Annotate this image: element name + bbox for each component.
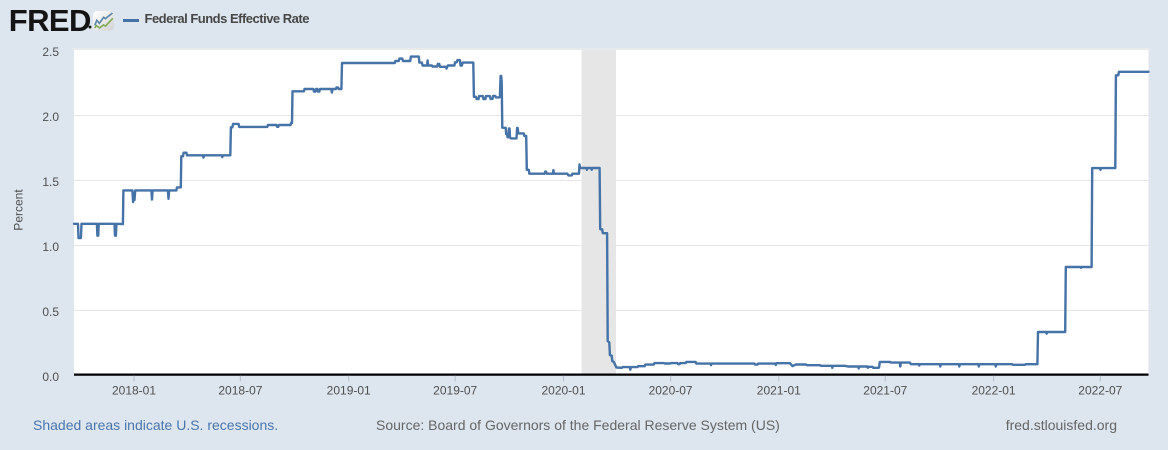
svg-text:2020-07: 2020-07 [649, 384, 693, 398]
svg-text:2019-07: 2019-07 [433, 384, 477, 398]
svg-text:2019-01: 2019-01 [327, 384, 371, 398]
svg-text:2020-01: 2020-01 [541, 384, 585, 398]
svg-text:2021-07: 2021-07 [863, 384, 907, 398]
svg-text:2018-07: 2018-07 [218, 384, 262, 398]
svg-text:0.0: 0.0 [42, 370, 59, 384]
svg-text:2022-07: 2022-07 [1078, 384, 1122, 398]
svg-text:0.5: 0.5 [42, 305, 59, 319]
svg-text:Percent: Percent [12, 189, 26, 231]
svg-text:1.5: 1.5 [42, 175, 59, 189]
svg-text:2.0: 2.0 [42, 110, 59, 124]
svg-text:2018-01: 2018-01 [112, 384, 156, 398]
svg-text:2.5: 2.5 [42, 45, 59, 59]
svg-text:1.0: 1.0 [42, 240, 59, 254]
svg-text:2021-01: 2021-01 [757, 384, 801, 398]
svg-text:2022-01: 2022-01 [972, 384, 1016, 398]
